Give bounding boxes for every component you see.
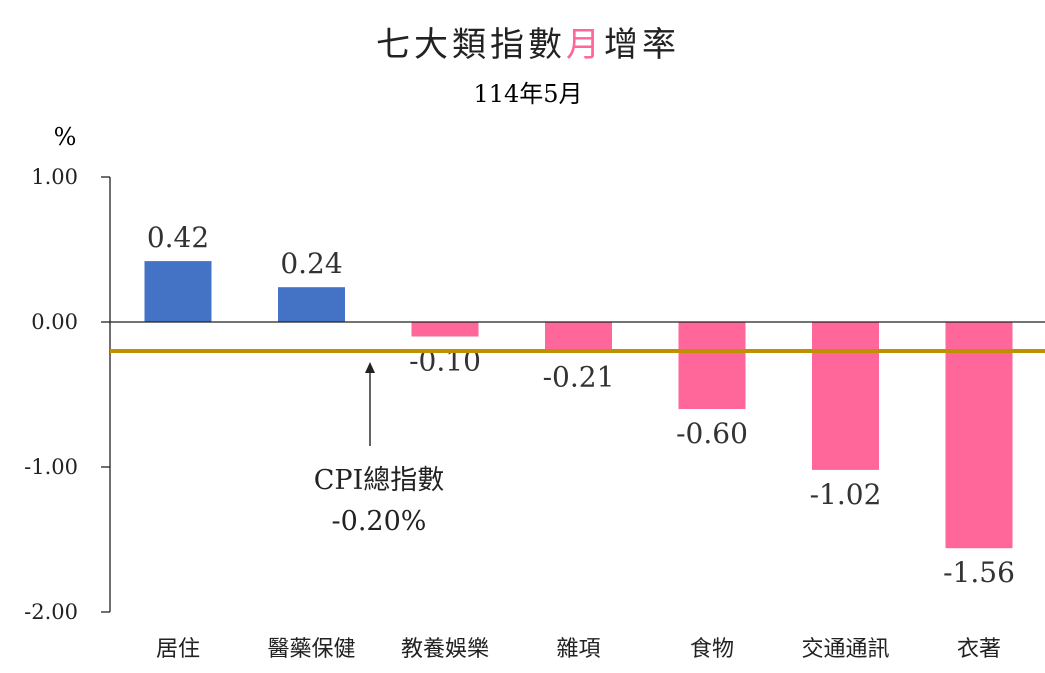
annotation-arrow-head xyxy=(365,362,375,373)
chart-title-part: 增率 xyxy=(604,25,680,65)
category-label: 教養娛樂 xyxy=(401,637,489,662)
y-axis-unit: % xyxy=(54,123,77,151)
data-label: 0.42 xyxy=(147,221,209,254)
bar xyxy=(278,287,345,322)
category-label: 交通通訊 xyxy=(801,637,889,662)
annotation-line1: CPI總指數 xyxy=(314,465,445,496)
category-label: 雜項 xyxy=(556,637,600,662)
y-tick-label: -1.00 xyxy=(24,455,78,479)
data-label: -1.56 xyxy=(943,556,1015,589)
chart-subtitle: 114年5月 xyxy=(473,80,582,108)
category-label: 居住 xyxy=(156,637,200,662)
bar xyxy=(945,322,1013,549)
data-label: -0.21 xyxy=(543,360,615,393)
chart-title: 七大類指數月增率 xyxy=(376,25,680,65)
data-label: 0.24 xyxy=(280,247,342,280)
bar xyxy=(545,322,612,353)
data-label: -1.02 xyxy=(810,478,882,511)
data-label: -0.60 xyxy=(676,417,748,450)
y-tick-label: -2.00 xyxy=(24,600,78,624)
bar xyxy=(411,322,479,337)
bar xyxy=(812,322,879,470)
bar xyxy=(144,261,212,322)
category-label: 醫藥保健 xyxy=(267,637,355,662)
annotation-line2: -0.20% xyxy=(332,506,427,537)
bar xyxy=(678,322,746,409)
chart-title-part: 七大類指數 xyxy=(376,25,566,65)
y-tick-label: 0.00 xyxy=(31,310,78,334)
category-label: 衣著 xyxy=(957,637,1001,662)
category-label: 食物 xyxy=(690,637,734,662)
chart-title-part: 月 xyxy=(566,25,604,65)
y-tick-label: 1.00 xyxy=(31,165,78,189)
